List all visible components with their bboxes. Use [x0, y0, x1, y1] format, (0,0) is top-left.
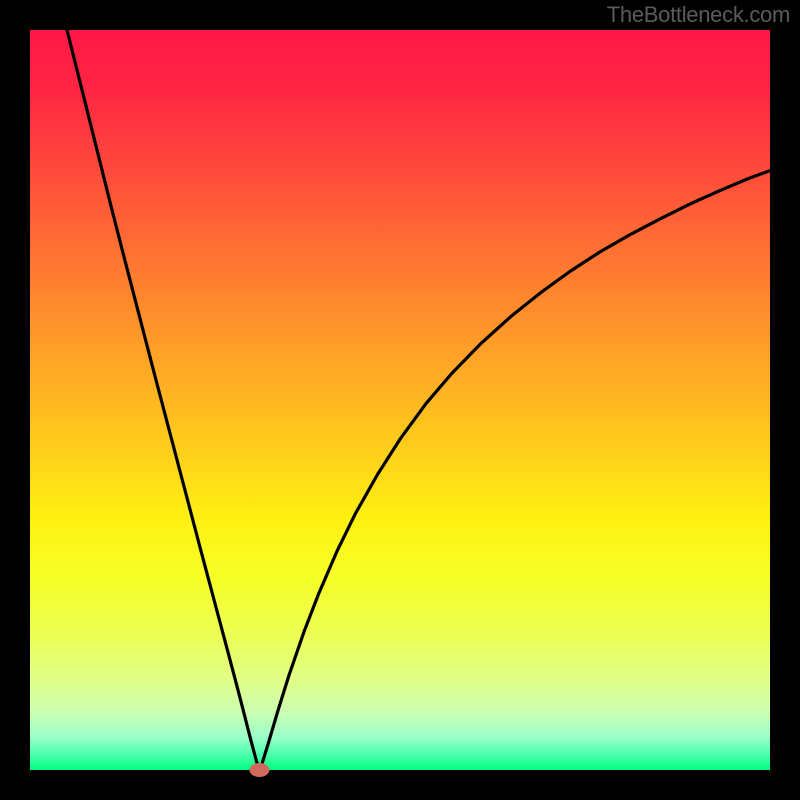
watermark-text: TheBottleneck.com — [607, 2, 790, 28]
bottleneck-chart — [0, 0, 800, 800]
chart-container: TheBottleneck.com — [0, 0, 800, 800]
minimum-marker — [249, 763, 269, 777]
plot-area — [30, 30, 770, 770]
